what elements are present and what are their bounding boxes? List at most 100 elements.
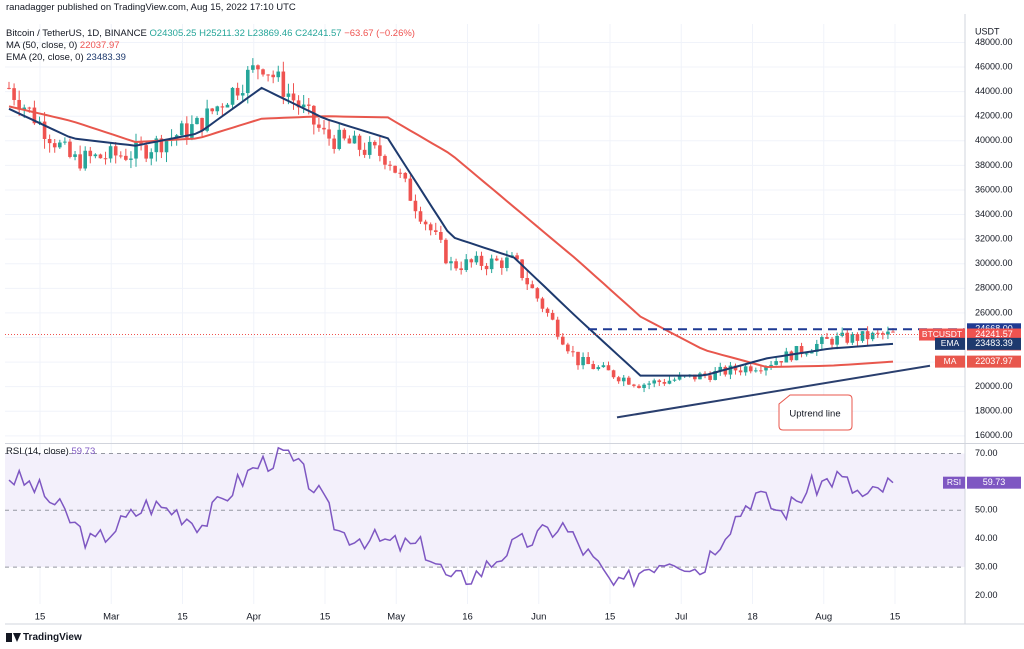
candle-body[interactable] <box>205 108 209 131</box>
candle-body[interactable] <box>83 150 88 169</box>
candle-body[interactable] <box>774 361 778 365</box>
candle-body[interactable] <box>616 377 621 382</box>
candle-body[interactable] <box>347 138 352 144</box>
candle-body[interactable] <box>596 367 601 370</box>
candle-body[interactable] <box>459 268 463 271</box>
candle-body[interactable] <box>195 117 199 125</box>
candle-body[interactable] <box>337 129 342 149</box>
candle-body[interactable] <box>779 361 784 363</box>
ema-legend[interactable]: EMA (20, close, 0) 23483.39 <box>6 52 126 64</box>
candle-body[interactable] <box>98 154 103 159</box>
candle-body[interactable] <box>647 383 651 385</box>
candle-body[interactable] <box>108 146 113 159</box>
candle-body[interactable] <box>251 65 255 70</box>
candle-body[interactable] <box>372 141 377 146</box>
symbol-legend[interactable]: Bitcoin / TetherUS, 1D, BINANCE O24305.2… <box>6 28 415 40</box>
candle-body[interactable] <box>301 104 306 108</box>
candle-body[interactable] <box>464 259 469 271</box>
candle-body[interactable] <box>144 145 148 159</box>
candle-body[interactable] <box>271 74 275 78</box>
candle-body[interactable] <box>296 100 301 108</box>
candle-body[interactable] <box>738 370 743 373</box>
candle-body[interactable] <box>312 105 316 125</box>
candle-body[interactable] <box>174 135 179 138</box>
candle-body[interactable] <box>403 172 408 179</box>
candle-body[interactable] <box>860 331 865 341</box>
candle-body[interactable] <box>591 364 596 370</box>
candle-body[interactable] <box>449 261 453 264</box>
candle-body[interactable] <box>393 165 397 173</box>
candle-body[interactable] <box>408 178 413 201</box>
candle-body[interactable] <box>820 337 824 344</box>
candle-body[interactable] <box>764 366 768 371</box>
candle-body[interactable] <box>515 255 519 260</box>
candle-body[interactable] <box>754 370 758 372</box>
candle-body[interactable] <box>179 123 184 136</box>
candle-body[interactable] <box>586 357 590 365</box>
candle-body[interactable] <box>42 121 47 139</box>
candle-body[interactable] <box>286 93 291 97</box>
candle-body[interactable] <box>306 104 311 106</box>
candle-body[interactable] <box>73 154 77 157</box>
candle-body[interactable] <box>245 69 250 94</box>
candle-body[interactable] <box>240 93 245 96</box>
candle-body[interactable] <box>276 71 281 78</box>
candle-body[interactable] <box>388 164 392 166</box>
candle-body[interactable] <box>632 384 636 386</box>
candle-body[interactable] <box>342 129 347 139</box>
candle-body[interactable] <box>357 135 362 150</box>
candle-body[interactable] <box>7 87 11 89</box>
candle-body[interactable] <box>433 230 438 232</box>
candle-body[interactable] <box>728 365 733 375</box>
candle-body[interactable] <box>413 200 418 212</box>
candle-body[interactable] <box>22 107 27 110</box>
candle-body[interactable] <box>875 332 880 334</box>
candle-body[interactable] <box>362 149 367 155</box>
candle-body[interactable] <box>520 259 524 279</box>
candle-body[interactable] <box>784 351 789 363</box>
candle-body[interactable] <box>129 158 133 160</box>
candle-body[interactable] <box>642 384 646 389</box>
candle-body[interactable] <box>733 365 738 371</box>
candle-body[interactable] <box>560 336 565 345</box>
candle-body[interactable] <box>134 142 138 159</box>
rsi-pane[interactable] <box>5 446 965 589</box>
candle-body[interactable] <box>367 141 372 155</box>
candle-body[interactable] <box>621 377 626 382</box>
candle-body[interactable] <box>530 284 535 289</box>
candle-body[interactable] <box>88 150 93 157</box>
candle-body[interactable] <box>581 357 585 366</box>
candle-body[interactable] <box>103 158 108 160</box>
candle-body[interactable] <box>230 87 235 105</box>
candle-body[interactable] <box>500 260 504 268</box>
candle-body[interactable] <box>804 353 809 355</box>
candle-body[interactable] <box>667 380 672 384</box>
candle-body[interactable] <box>78 154 82 169</box>
candle-body[interactable] <box>606 365 611 371</box>
candle-body[interactable] <box>439 231 443 240</box>
candle-body[interactable] <box>281 71 286 97</box>
candle-body[interactable] <box>52 143 57 148</box>
ma-legend[interactable]: MA (50, close, 0) 22037.97 <box>6 40 120 52</box>
candle-body[interactable] <box>235 87 240 96</box>
candle-body[interactable] <box>215 106 220 112</box>
candle-body[interactable] <box>190 124 194 138</box>
candle-body[interactable] <box>210 108 215 112</box>
candle-body[interactable] <box>672 379 677 381</box>
candle-body[interactable] <box>185 123 189 138</box>
candle-body[interactable] <box>759 370 763 372</box>
candle-body[interactable] <box>164 140 169 153</box>
candle-body[interactable] <box>535 288 540 299</box>
candle-body[interactable] <box>850 334 855 343</box>
candle-body[interactable] <box>708 375 712 380</box>
candle-body[interactable] <box>576 351 580 366</box>
candle-body[interactable] <box>891 331 895 333</box>
candle-body[interactable] <box>418 211 423 222</box>
candle-body[interactable] <box>200 117 204 131</box>
candle-body[interactable] <box>154 138 159 153</box>
candle-body[interactable] <box>484 265 489 270</box>
candle-body[interactable] <box>149 152 154 159</box>
candle-body[interactable] <box>322 127 326 130</box>
candle-body[interactable] <box>627 377 631 385</box>
